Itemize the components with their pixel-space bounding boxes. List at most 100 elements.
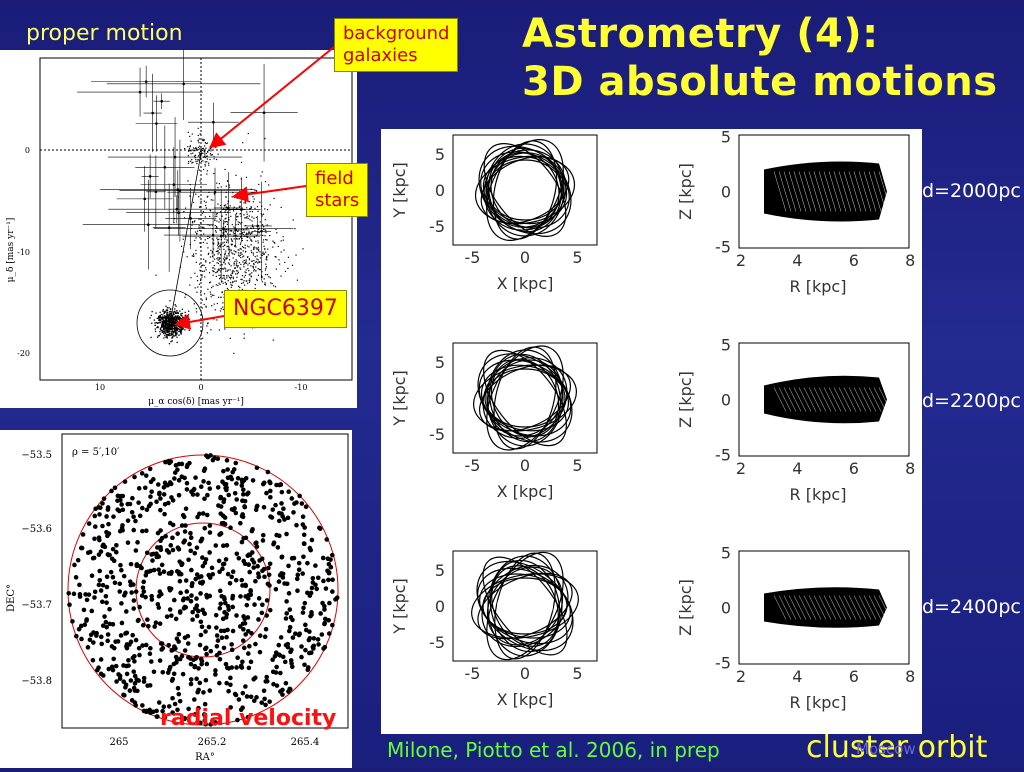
field-star-point	[242, 261, 244, 263]
galaxy-point	[197, 140, 199, 142]
rv-star-point	[207, 688, 213, 693]
cluster-star-point	[169, 315, 171, 317]
field-star-point	[222, 258, 225, 260]
rv-star-point	[197, 511, 202, 517]
rv-star-point	[217, 680, 222, 686]
field-star-point	[189, 195, 191, 197]
field-star-point	[209, 256, 212, 258]
field-star-point	[255, 190, 258, 192]
rv-star-point	[89, 608, 95, 614]
rz-hatch-line	[808, 387, 822, 412]
field-star-point	[240, 223, 242, 225]
rv-star-point	[185, 596, 190, 601]
rv-star-point	[140, 703, 145, 708]
xy-orbit-loop	[485, 143, 565, 237]
galaxy-point	[189, 149, 192, 151]
rv-star-point	[184, 487, 190, 492]
rv-star-point	[263, 702, 268, 708]
field-star-point	[216, 270, 219, 273]
rv-star-point	[230, 596, 235, 601]
rz-panel-frame	[738, 342, 910, 457]
rv-star-point	[91, 640, 96, 645]
rv-star-point	[322, 621, 327, 627]
galaxy-measurement	[227, 206, 230, 210]
rv-star-point	[167, 667, 172, 672]
xy-orbit-loop	[478, 145, 572, 235]
field-star-point	[242, 250, 244, 252]
rv-star-point	[271, 681, 276, 687]
rv-star-point	[241, 614, 246, 619]
field-star-point	[247, 282, 249, 284]
rv-star-point	[141, 579, 147, 585]
pm-ytick-2: -20	[17, 349, 30, 358]
rv-star-point	[216, 558, 222, 564]
field-star-point	[287, 267, 289, 270]
rv-star-point	[286, 489, 292, 495]
rv-star-point	[221, 499, 226, 505]
field-star-point	[198, 227, 200, 229]
field-star-point	[287, 256, 290, 258]
galaxy-point	[195, 147, 197, 149]
rv-star-point	[188, 548, 194, 554]
field-star-point	[223, 233, 225, 235]
rv-star-point	[201, 468, 207, 474]
field-star-point	[239, 222, 241, 224]
rv-star-point	[260, 532, 266, 538]
xy-xlabel: X [kpc]	[497, 690, 554, 709]
field-star-point	[238, 249, 240, 251]
field-star-point	[253, 269, 256, 271]
field-star-point	[230, 215, 232, 217]
rz-hatch-line	[873, 595, 887, 620]
rv-star-point	[260, 538, 266, 543]
cluster-star-point	[171, 318, 173, 320]
field-star-point	[226, 255, 228, 257]
rv-star-point	[104, 624, 109, 630]
rv-star-point	[237, 624, 243, 629]
field-star-point	[278, 259, 280, 261]
field-star-point	[222, 268, 225, 270]
rv-star-point	[118, 562, 123, 568]
rv-star-point	[222, 521, 228, 527]
galaxy-point	[203, 149, 206, 152]
field-star-point	[237, 215, 239, 218]
field-star-point	[228, 248, 231, 250]
rv-star-point	[115, 498, 120, 503]
field-star-point	[225, 270, 227, 272]
rv-star-point	[172, 644, 177, 649]
rz-hatch-line	[833, 387, 847, 412]
rv-star-point	[246, 592, 252, 598]
cluster-star-point	[167, 320, 169, 323]
xy-orbit-loop	[482, 155, 568, 225]
field-star-point	[185, 294, 187, 296]
field-star-point	[246, 207, 248, 209]
galaxy-point	[197, 158, 199, 161]
field-star-point	[218, 278, 221, 280]
rz-hatch-line	[863, 171, 877, 212]
xy-orbit-loops	[471, 551, 579, 661]
rv-star-point	[241, 645, 247, 651]
rv-star-point	[323, 586, 329, 591]
field-star-point	[217, 239, 219, 241]
rv-star-point	[163, 459, 168, 465]
rv-star-point	[213, 612, 219, 618]
galaxy-point	[187, 146, 189, 148]
rv-star-point	[73, 575, 79, 580]
cluster-star-point	[162, 317, 164, 319]
rv-star-point	[141, 679, 147, 684]
field-star-point	[198, 196, 200, 198]
rz-hatch-line	[843, 387, 857, 412]
cluster-star-point	[164, 331, 166, 333]
rv-star-point	[77, 582, 82, 588]
rv-star-point	[296, 560, 302, 566]
rv-star-point	[307, 629, 312, 634]
field-star-point	[257, 262, 259, 264]
rv-star-point	[262, 696, 267, 702]
rv-star-point	[197, 642, 203, 648]
rz-hatch-line	[828, 171, 842, 212]
rv-star-point	[157, 658, 163, 663]
rv-star-point	[101, 496, 107, 501]
field-star-point	[218, 238, 220, 240]
field-star-point	[250, 232, 252, 234]
field-star-point	[225, 209, 227, 211]
field-star-point	[229, 278, 232, 280]
